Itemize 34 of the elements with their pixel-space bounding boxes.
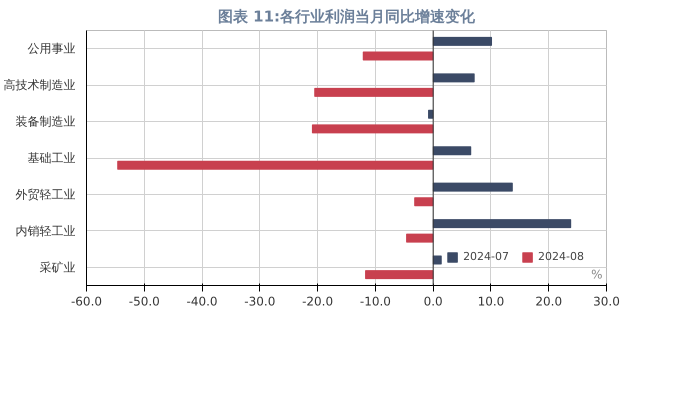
- bar: [414, 197, 434, 206]
- bar: [314, 88, 434, 97]
- bar: [117, 160, 434, 170]
- bar: [432, 36, 492, 46]
- x-tick-label: -40.0: [186, 294, 218, 308]
- y-tick-label: 采矿业: [40, 260, 76, 274]
- y-tick-label: 高技术制造业: [4, 78, 76, 92]
- bar: [432, 73, 475, 82]
- legend-label: 2024-07: [463, 250, 510, 263]
- y-tick-label: 外贸轻工业: [16, 187, 76, 202]
- bar: [432, 146, 472, 156]
- bar: [432, 182, 513, 192]
- x-tick-label: -10.0: [360, 294, 391, 308]
- x-tick-label: -30.0: [244, 294, 276, 308]
- x-tick-label: 30.0: [593, 294, 620, 308]
- y-tick-label: 公用事业: [28, 42, 76, 56]
- x-tick-label: -60.0: [70, 294, 102, 308]
- bar: [312, 124, 434, 134]
- x-tick-label: 10.0: [478, 294, 504, 308]
- x-tick-label: 20.0: [535, 294, 562, 308]
- x-tick-label: 0.0: [424, 294, 443, 308]
- bar: [406, 234, 434, 243]
- y-tick-label: 基础工业: [28, 151, 76, 165]
- annotation: %: [591, 268, 603, 282]
- legend-label: 2024-08: [538, 250, 584, 263]
- y-tick-label: 内销轻工业: [16, 224, 76, 238]
- bar: [432, 219, 572, 228]
- bar: [365, 270, 434, 280]
- x-tick-label: -20.0: [302, 294, 334, 308]
- chart-title: 图表 11:各行业利润当月同比增速变化: [218, 8, 476, 26]
- x-tick-label: -50.0: [128, 294, 160, 308]
- bar: [432, 255, 442, 265]
- bar: [362, 51, 434, 61]
- y-tick-label: 装备制造业: [16, 114, 76, 129]
